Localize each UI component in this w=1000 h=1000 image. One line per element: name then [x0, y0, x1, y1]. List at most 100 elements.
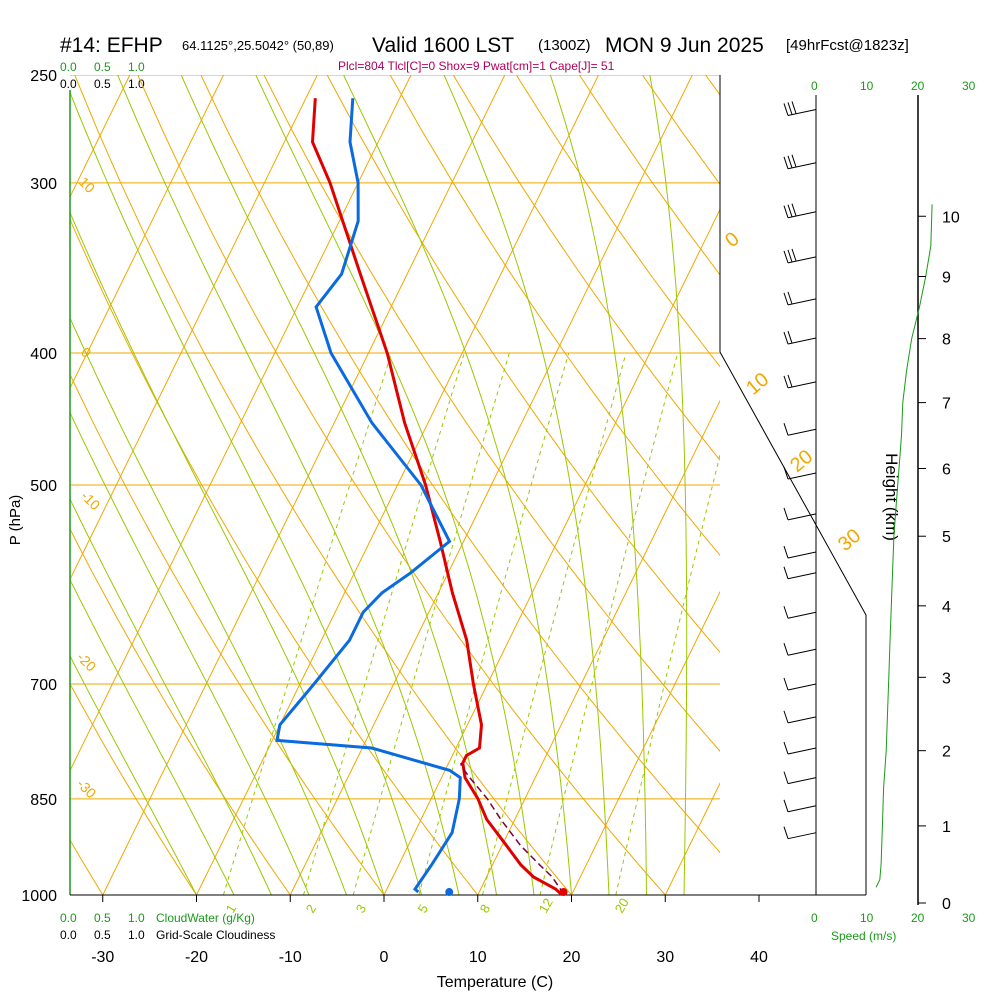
cloudwater-tick-bottom-0: 0.0 — [60, 911, 77, 925]
height-tick-label: 0 — [942, 896, 951, 913]
cloudiness-tick-top-1: 0.5 — [94, 77, 111, 91]
wind-barb — [783, 545, 817, 559]
moist-adiabat-line — [722, 75, 740, 895]
bottom-cloud-scale: 0.0 0.5 1.0 CloudWater (g/Kg) 0.0 0.5 1.… — [60, 911, 275, 942]
isotherm-line — [196, 75, 599, 895]
speed-tick-bottom-0: 0 — [811, 911, 818, 925]
isotherm-line — [102, 75, 506, 895]
height-tick-label: 2 — [942, 744, 951, 761]
isotherm-line — [70, 75, 224, 390]
cloudiness-tick-top-0: 0.0 — [60, 77, 77, 91]
moist-adiabat-line — [70, 578, 235, 895]
dry-adiabat-line — [515, 75, 720, 368]
moist-adiabat-line — [443, 75, 610, 895]
dewpoint-line — [275, 98, 462, 894]
speed-tick-top-10: 10 — [860, 79, 874, 93]
wind-barb — [783, 248, 817, 264]
height-tick-label: 4 — [942, 599, 951, 616]
dry-adiabat-line — [200, 75, 720, 854]
valid-time: Valid 1600 LST — [372, 34, 514, 57]
valid-date: MON 9 Jun 2025 — [605, 34, 764, 57]
wind-barb — [783, 826, 817, 840]
temperature-tick-label: 40 — [750, 949, 768, 966]
temperature-tick-label: -10 — [279, 949, 302, 966]
wind-barb — [783, 330, 817, 345]
moist-adiabat-label: 10 — [742, 368, 773, 399]
mixing-ratio-label: 8 — [477, 902, 494, 916]
height-tick-label: 7 — [942, 396, 951, 413]
plot-frame — [69, 75, 919, 905]
mixing-ratio-line-5 — [418, 352, 570, 895]
moist-adiabat-line — [70, 411, 310, 895]
temperature-tick-label: 0 — [380, 949, 389, 966]
dry-adiabat-line — [958, 75, 1000, 895]
dry-adiabat-line — [137, 75, 666, 895]
moist-adiabat-line — [649, 75, 688, 895]
mixing-ratio-line-12 — [539, 352, 679, 895]
moist-adiabat-line — [255, 75, 535, 895]
wind-barb — [783, 154, 817, 170]
wind-barbs — [783, 101, 817, 840]
moist-adiabat-label: 30 — [834, 525, 865, 556]
moist-adiabat-line — [759, 75, 807, 895]
isotherm-line — [853, 75, 1000, 895]
mixing-ratio-line-1 — [222, 352, 392, 895]
surface-dewpoint-marker — [445, 888, 454, 897]
wind-barb — [783, 566, 817, 580]
moist-adiabat-label: 20 — [786, 446, 817, 477]
dry-adiabat-line — [895, 75, 1000, 895]
mixing-ratio-line-20 — [615, 453, 720, 895]
wind-barb — [783, 466, 817, 480]
pressure-tick-label: 500 — [30, 478, 57, 495]
wind-speed-profile — [875, 204, 933, 888]
height-tick-label: 6 — [942, 461, 951, 478]
pressure-tick-label: 400 — [30, 346, 57, 363]
pressure-tick-label: 1000 — [21, 888, 57, 905]
cloudwater-tick-bottom-1: 0.5 — [94, 911, 111, 925]
speed-tick-bottom-20: 20 — [911, 911, 925, 925]
isotherm-line — [70, 75, 318, 581]
dry-adiabat-line — [0, 75, 9, 895]
dry-adiabat-line — [70, 373, 385, 895]
wind-barb — [783, 374, 817, 389]
cloudwater-tick-top-1: 0.5 — [94, 60, 111, 74]
speed-profile-line — [875, 204, 933, 888]
height-tick-label: 9 — [942, 270, 951, 287]
wind-barb — [783, 741, 817, 755]
wind-panel-edge — [719, 351, 867, 895]
dry-adiabat-line — [832, 75, 1000, 895]
isotherm-line — [477, 399, 720, 895]
wind-barb — [783, 710, 817, 724]
cloudwater-tick-top-2: 1.0 — [128, 60, 145, 74]
y-axis-title: P (hPa) — [7, 495, 24, 546]
moist-adiabat-line — [343, 75, 572, 895]
pressure-tick-label: 700 — [30, 677, 57, 694]
dry-adiabat-label: -10 — [78, 488, 104, 514]
moist-adiabat-label: 0 — [721, 228, 744, 252]
speed-scale: 0 10 20 30 0 10 20 30 Speed (m/s) — [811, 79, 976, 943]
speed-tick-bottom-10: 10 — [860, 911, 874, 925]
wind-barb — [783, 291, 817, 306]
dry-adiabat-line — [326, 75, 720, 654]
speed-tick-top-0: 0 — [811, 79, 818, 93]
isotherm-line — [70, 75, 412, 772]
cloudiness-tick-bottom-1: 0.5 — [94, 928, 111, 942]
mixing-ratio-label: 5 — [415, 902, 432, 916]
temperature-tick-label: -30 — [91, 949, 114, 966]
pressure-tick-label: 850 — [30, 792, 57, 809]
wind-barb — [783, 771, 817, 785]
moist-adiabat-line — [70, 654, 197, 895]
pressure-tick-label: 300 — [30, 176, 57, 193]
temperature-line — [310, 98, 564, 897]
dry-adiabat-line — [70, 527, 291, 895]
speed-tick-top-20: 20 — [911, 79, 925, 93]
speed-tick-top-30: 30 — [962, 79, 976, 93]
wind-barb — [783, 799, 817, 813]
wind-barb — [783, 677, 817, 691]
cloudiness-tick-bottom-0: 0.0 — [60, 928, 77, 942]
moist-adiabat-line — [180, 75, 497, 895]
station-coords: 64.1125°,25.5042° (50,89) — [182, 38, 334, 53]
mixing-ratio-label: 20 — [612, 895, 632, 915]
height-tick-label: 3 — [942, 670, 951, 687]
